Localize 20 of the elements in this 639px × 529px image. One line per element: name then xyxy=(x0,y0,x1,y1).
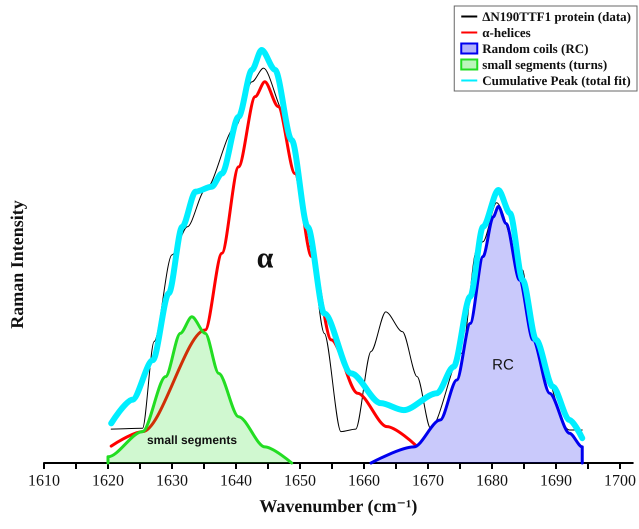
y-axis-title: Raman Intensity xyxy=(7,200,27,329)
x-tick-label: 1630 xyxy=(156,472,188,490)
x-tick-label: 1640 xyxy=(220,472,252,490)
x-tick-label: 1700 xyxy=(604,472,636,490)
x-tick-label: 1690 xyxy=(540,472,572,490)
annotation: small segments xyxy=(146,433,238,447)
x-tick-label: 1670 xyxy=(412,472,444,490)
x-tick-label: 1620 xyxy=(92,472,124,490)
legend-label: α-helices xyxy=(482,25,531,40)
x-tick-label: 1660 xyxy=(348,472,380,490)
legend-label: ΔN190TTF1 protein (data) xyxy=(482,9,632,24)
legend-label: Random coils (RC) xyxy=(482,41,588,56)
x-tick-label: 1680 xyxy=(476,472,508,490)
x-tick-label: 1610 xyxy=(28,472,60,490)
annotation: α xyxy=(256,242,274,274)
legend-label: small segments (turns) xyxy=(482,57,608,72)
x-axis-title: Wavenumber (cm⁻¹) xyxy=(259,496,418,516)
legend-label: Cumulative Peak (total fit) xyxy=(482,73,631,88)
annotation: RC xyxy=(492,356,514,374)
x-tick-label: 1650 xyxy=(284,472,316,490)
